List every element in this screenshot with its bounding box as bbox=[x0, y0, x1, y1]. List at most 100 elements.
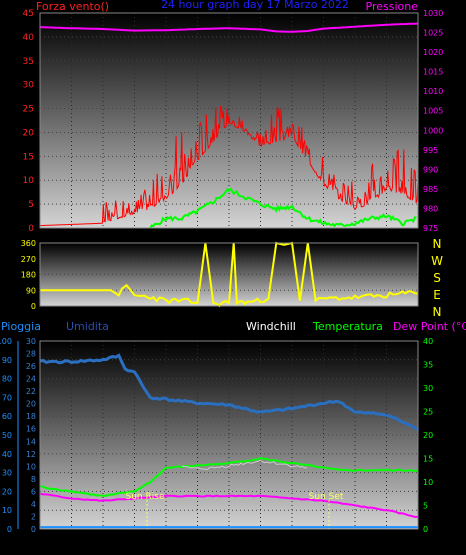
panel3-temp-tick-label: 10 bbox=[423, 478, 433, 487]
dewpoint-line bbox=[39, 492, 418, 518]
panel3-x-tick-label: 10 bbox=[192, 537, 204, 547]
panel3-rain-tick-label: 0 bbox=[7, 525, 12, 534]
label-umidita: Umidita bbox=[66, 320, 109, 333]
panel2-axes: 0 90 180 270 360 bbox=[21, 239, 419, 311]
panel3-x-tick-label: 06 bbox=[129, 537, 141, 547]
panel3-rain-tick-label: 30 bbox=[2, 469, 12, 478]
panel1-right-tick-label: 980 bbox=[423, 204, 438, 213]
panel3-humidity-tick-label: 26 bbox=[26, 362, 36, 371]
panel3-humidity-tick-label: 6 bbox=[31, 487, 36, 496]
panel3-x-tick-label: 04 bbox=[97, 537, 109, 547]
panel1-right-tick-label: 1010 bbox=[423, 87, 443, 96]
direction-n-bottom: N bbox=[433, 305, 442, 319]
windchill-line bbox=[181, 459, 308, 470]
panel3-humidity-tick-label: 10 bbox=[26, 462, 36, 471]
panel3-temp-tick-label: 5 bbox=[423, 502, 428, 511]
direction-e: E bbox=[433, 288, 441, 302]
panel1-left-tick-label: 0 bbox=[28, 224, 34, 234]
panel3-rain-tick-label: 10 bbox=[2, 506, 12, 515]
panel2-tick-label: 180 bbox=[21, 271, 36, 280]
direction-n-top: N bbox=[433, 237, 442, 251]
panel3-rain-tick-label: 50 bbox=[2, 431, 12, 440]
pressure-line bbox=[39, 22, 419, 33]
panel3-x-tick-label: 18 bbox=[318, 537, 330, 547]
panel1-x-tick-label: 18 bbox=[318, 231, 330, 241]
panel3-humidity-tick-label: 30 bbox=[26, 337, 36, 346]
panel3-rain-tick-label: 100 bbox=[0, 337, 12, 346]
panel1-right-tick-label: 1025 bbox=[423, 29, 443, 38]
panel3-humidity-tick-label: 20 bbox=[26, 400, 36, 409]
panel1-x-tick-label: 12 bbox=[223, 231, 234, 241]
panel2-tick-label: 90 bbox=[26, 286, 36, 295]
panel1-right-tick-label: 990 bbox=[423, 165, 438, 174]
panel1-left-tick-label: 10 bbox=[23, 176, 35, 186]
panel1-right-tick-label: 1030 bbox=[423, 9, 443, 18]
direction-w: W bbox=[431, 254, 443, 268]
panel3-rain-tick-label: 80 bbox=[2, 375, 12, 384]
panel3-temp-tick-label: 20 bbox=[423, 431, 433, 440]
panel3-series bbox=[39, 353, 419, 529]
panel1-left-tick-label: 15 bbox=[23, 152, 34, 162]
panel1-x-tick-label: 08 bbox=[160, 231, 172, 241]
panel1-bg bbox=[40, 13, 418, 228]
panel1-x-tick-label: 04 bbox=[97, 231, 109, 241]
panel3-rain-tick-label: 60 bbox=[2, 412, 12, 421]
panel3-humidity-tick-label: 2 bbox=[31, 512, 36, 521]
panel3-temp-tick-label: 25 bbox=[423, 408, 433, 417]
panel2-frame bbox=[39, 242, 419, 307]
panel3-temp-tick-label: 0 bbox=[423, 525, 428, 534]
panel3-temp-tick-label: 35 bbox=[423, 361, 433, 370]
panel3-humidity-tick-label: 0 bbox=[31, 525, 36, 534]
panel3-frame bbox=[39, 340, 419, 530]
panel1-right-tick-label: 1000 bbox=[423, 126, 443, 135]
panel1-x-tick-label: 20 bbox=[349, 231, 361, 241]
panel1-left-tick-label: 45 bbox=[23, 9, 34, 19]
panel3-x-tick-label: 02 bbox=[66, 537, 77, 547]
top-right-label: Pressione bbox=[366, 0, 419, 13]
panel1-series bbox=[39, 22, 419, 229]
panel1-right-tick-label: 1005 bbox=[423, 107, 443, 116]
wind-gust-line bbox=[40, 105, 419, 227]
panel3-x-tick-label: 16 bbox=[286, 537, 298, 547]
panel3-rain-tick-label: 70 bbox=[2, 393, 12, 402]
panel3-humidity-tick-label: 16 bbox=[26, 425, 36, 434]
panel3-rain-tick-label: 20 bbox=[2, 487, 12, 496]
panel3-rain-tick-label: 90 bbox=[2, 356, 12, 365]
panel3-humidity-tick-label: 12 bbox=[26, 450, 36, 459]
panel1-x-tick-label: 10 bbox=[192, 231, 204, 241]
panel2-tick-label: 270 bbox=[21, 255, 36, 264]
panel3-x-tick-label: 14 bbox=[255, 537, 267, 547]
panel1-x-tick-label: 02 bbox=[66, 231, 77, 241]
temperature-line bbox=[39, 457, 419, 497]
panel1-frame bbox=[39, 12, 419, 229]
panel1-x-tick-label: 16 bbox=[286, 231, 298, 241]
sunset-label: Sun Set bbox=[309, 492, 344, 502]
panel3-temp-tick-label: 15 bbox=[423, 455, 433, 464]
panel3-humidity-tick-label: 24 bbox=[26, 375, 36, 384]
label-dewpoint: Dew Point (°C) bbox=[393, 320, 466, 333]
panel2-tick-label: 0 bbox=[31, 302, 36, 311]
panel1-left-tick-label: 20 bbox=[23, 128, 35, 138]
panel3-x-tick-label: 12 bbox=[223, 537, 234, 547]
panel3-x-tick-label: 20 bbox=[349, 537, 361, 547]
label-temperatura: Temperatura bbox=[312, 320, 383, 333]
wind-average-line bbox=[149, 187, 417, 229]
panel3-humidity-tick-label: 22 bbox=[26, 387, 36, 396]
panel2-tick-label: 360 bbox=[21, 239, 36, 248]
panel3-x-tick-label: 08 bbox=[160, 537, 172, 547]
panel3-annotations: Sun Rise Sun Set bbox=[126, 492, 344, 529]
top-title: 24 hour graph day 17 Marzo 2022 bbox=[161, 0, 349, 11]
panel3-temp-tick-label: 40 bbox=[423, 337, 433, 346]
wind-pressure-panel: Forza vento() 24 hour graph day 17 Marzo… bbox=[23, 0, 444, 241]
panel3-x-tick-label: 22 bbox=[381, 537, 392, 547]
label-pioggia: Pioggia bbox=[1, 320, 41, 333]
panel1-right-tick-label: 975 bbox=[423, 224, 438, 233]
panel2-series bbox=[40, 241, 419, 308]
panel1-left-tick-label: 5 bbox=[28, 200, 34, 210]
panel1-left-tick-label: 30 bbox=[23, 81, 35, 91]
humidity-line bbox=[39, 353, 419, 431]
label-windchill: Windchill bbox=[246, 320, 296, 333]
panel1-left-tick-label: 35 bbox=[23, 57, 34, 67]
panel1-right-tick-label: 985 bbox=[423, 185, 438, 194]
